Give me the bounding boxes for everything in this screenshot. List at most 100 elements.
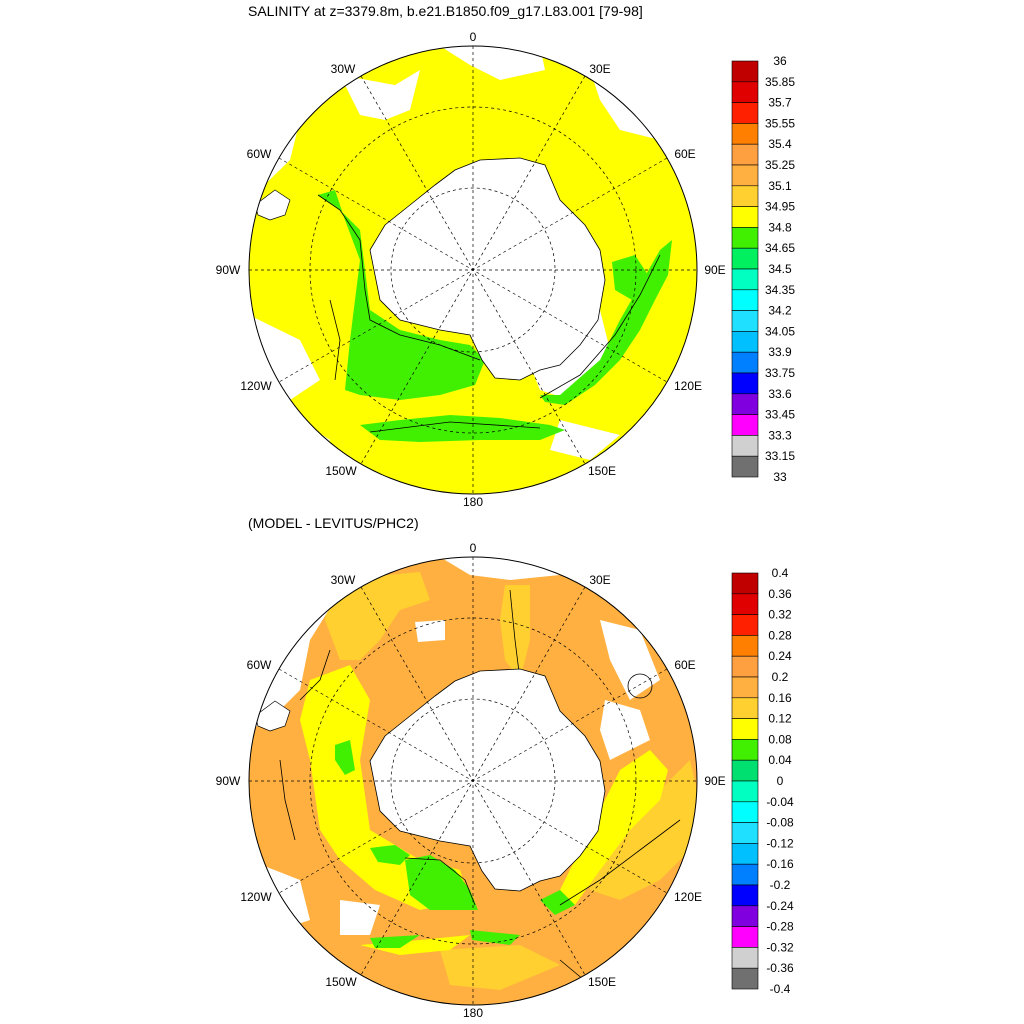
top-lon-label-60e: 60E (674, 147, 695, 161)
top-lon-label-150w: 150W (325, 464, 357, 478)
top-colorbar-label: 33.3 (768, 428, 792, 442)
bottom-colorbar-swatch (731, 655, 759, 678)
bottom-colorbar-swatch (731, 697, 759, 719)
top-map-border (248, 45, 698, 495)
top-lon-label-60w: 60W (247, 147, 272, 161)
top-graticule (249, 46, 697, 494)
top-colorbar-label: 34.95 (765, 200, 795, 214)
bottom-colorbar-swatch (731, 614, 759, 636)
bottom-lon-label-120e: 120E (674, 890, 702, 904)
top-colorbar-label: 33.6 (768, 387, 792, 401)
bottom-lon-label-150e: 150E (588, 975, 616, 989)
top-colorbar-label: 33.75 (765, 366, 795, 380)
bottom-colorbar-swatch (731, 905, 759, 927)
bottom-colorbar-label: 0.28 (768, 628, 792, 642)
top-colorbar-label: 33 (773, 470, 787, 484)
bottom-colorbar-swatch (731, 967, 759, 990)
bottom-colorbar-swatch (731, 780, 759, 803)
bottom-colorbar-label: -0.4 (770, 982, 791, 996)
bottom-colorbar-swatch (731, 801, 759, 823)
bottom-colorbar-label: 0.4 (772, 566, 789, 580)
bottom-colorbar-swatch (731, 676, 759, 699)
top-colorbar-label: 35.4 (768, 137, 792, 151)
top-colorbar-label: 35.25 (765, 158, 795, 172)
bottom-colorbar-swatch (731, 635, 759, 657)
top-lon-label-90e: 90E (704, 263, 725, 277)
bottom-lon-label-120w: 120W (240, 890, 272, 904)
bottom-colorbar-label: 0.36 (768, 587, 792, 601)
bottom-contour-lines (279, 589, 681, 986)
bottom-map-border (248, 556, 698, 1006)
bottom-positive-0.08-regions (300, 665, 668, 955)
top-colorbar-label: 34.2 (768, 304, 792, 318)
bottom-colorbar-label: -0.24 (766, 899, 794, 913)
bottom-colorbar-label: -0.32 (766, 940, 794, 954)
bottom-lon-label-90w: 90W (216, 774, 241, 788)
bottom-colorbar-swatch (731, 863, 759, 886)
bottom-colorbar: 0.4 0.36 0.32 0.28 0.24 0.2 0.16 0.12 0.08 0.04 0 -… (731, 566, 794, 996)
bottom-colorbar-label: -0.36 (766, 961, 794, 975)
bottom-colorbar-swatch (731, 884, 759, 907)
bottom-south-america-outline (254, 700, 291, 732)
bottom-lon-label-180: 180 (463, 1006, 483, 1020)
bottom-colorbar-label: -0.28 (766, 920, 794, 934)
bottom-colorbar-swatch (731, 947, 759, 969)
bottom-antarctica-landmass (369, 668, 606, 892)
top-panel-title: SALINITY at z=3379.8m, b.e21.B1850.f09_g… (248, 3, 643, 19)
bottom-colorbar-swatch (731, 822, 759, 844)
bottom-graticule (249, 557, 697, 1005)
top-lon-label-30w: 30W (331, 62, 356, 76)
top-colorbar-swatch (731, 455, 759, 478)
top-colorbar-label: 36 (773, 54, 787, 68)
bottom-colorbar-label: 0.2 (772, 670, 789, 684)
top-antarctica-landmass (369, 157, 606, 381)
bottom-colorbar-label: 0.16 (768, 691, 792, 705)
top-lon-label-120w: 120W (240, 379, 272, 393)
top-south-america-outline (254, 189, 291, 221)
top-colorbar-label: 35.1 (768, 179, 792, 193)
bottom-colorbar-swatch (731, 572, 759, 595)
bottom-colorbar-label: -0.08 (766, 816, 794, 830)
top-colorbar: 36 35.85 35.7 35.55 35.4 35.25 35.1 34.95 34.8 34… (731, 54, 795, 484)
top-colorbar-label: 34.05 (765, 324, 795, 338)
top-lon-label-90w: 90W (216, 263, 241, 277)
top-lon-label-30e: 30E (589, 62, 610, 76)
top-colorbar-label: 33.15 (765, 449, 795, 463)
bottom-colorbar-label: 0.08 (768, 732, 792, 746)
bottom-colorbar-label: -0.04 (766, 795, 794, 809)
bottom-lon-label-30w: 30W (331, 573, 356, 587)
top-colorbar-label: 35.55 (765, 116, 795, 130)
top-colorbar-label: 34.8 (768, 220, 792, 234)
bottom-colorbar-swatch (731, 718, 759, 740)
top-colorbar-label: 33.9 (768, 345, 792, 359)
top-lon-label-180: 180 (463, 495, 483, 509)
bottom-lon-label-30e: 30E (589, 573, 610, 587)
bottom-lon-label-150w: 150W (325, 975, 357, 989)
bottom-colorbar-label: -0.12 (766, 836, 794, 850)
bottom-positive-0.16-regions (325, 572, 697, 990)
bottom-colorbar-label: -0.2 (770, 878, 791, 892)
bottom-colorbar-label: -0.16 (766, 857, 794, 871)
bottom-colorbar-label: 0.04 (768, 753, 792, 767)
bottom-colorbar-swatch (731, 926, 759, 948)
bottom-panel-title: (MODEL - LEVITUS/PHC2) (248, 515, 419, 531)
bottom-colorbar-label: 0.32 (768, 608, 792, 622)
bottom-lon-label-0: 0 (470, 541, 477, 555)
bottom-lon-label-60w: 60W (247, 658, 272, 672)
top-lon-label-150e: 150E (588, 464, 616, 478)
top-lon-label-120e: 120E (674, 379, 702, 393)
top-contour-lines (317, 194, 661, 433)
bottom-positive-0.04-regions (335, 740, 575, 948)
bottom-colorbar-label: 0.12 (768, 712, 792, 726)
top-colorbar-label: 34.5 (768, 262, 792, 276)
bottom-colorbar-swatch (731, 759, 759, 782)
top-colorbar-label: 34.35 (765, 283, 795, 297)
top-colorbar-label: 33.45 (765, 408, 795, 422)
top-low-salinity-regions (318, 190, 672, 442)
top-colorbar-label: 35.7 (768, 96, 792, 110)
bottom-lon-label-60e: 60E (674, 658, 695, 672)
top-colorbar-label: 35.85 (765, 75, 795, 89)
bottom-colorbar-label: 0 (777, 774, 784, 788)
